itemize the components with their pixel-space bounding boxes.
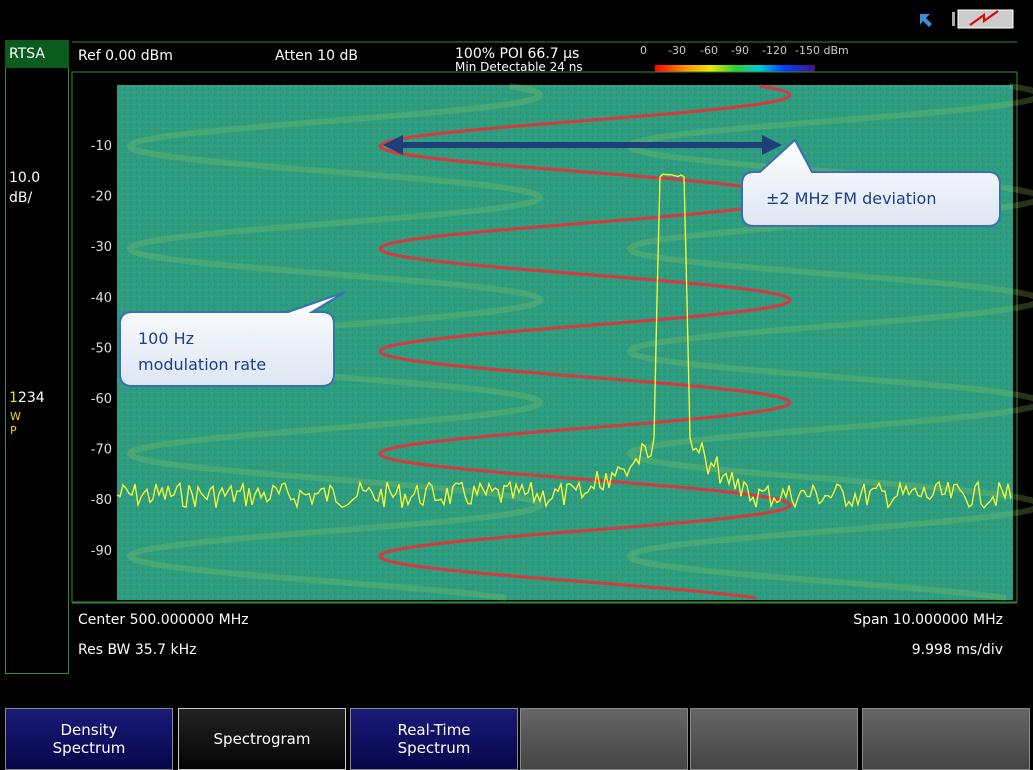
scale-unit: dB/: [9, 190, 33, 206]
softkey[interactable]: Real-Time Spectrum: [350, 708, 518, 770]
color-scale-label: -150 dBm: [795, 44, 849, 57]
center-freq: Center 500.000000 MHz: [78, 612, 249, 628]
mode-label: RTSA: [5, 40, 69, 68]
callout-text: ±2 MHz FM deviation: [766, 189, 936, 208]
y-label: -20: [91, 190, 112, 205]
softkey[interactable]: Density Spectrum: [5, 708, 173, 770]
trace-numbers: 1234: [9, 390, 45, 406]
detector: P: [10, 424, 17, 437]
callout-rate: 100 Hz modulation rate: [119, 291, 346, 387]
y-label: -40: [91, 291, 112, 306]
span: Span 10.000000 MHz: [853, 612, 1003, 628]
scale-value: 10.0: [9, 170, 41, 186]
battery-mark: [969, 10, 999, 26]
y-label: -30: [91, 240, 112, 255]
ref-level: Ref 0.00 dBm: [78, 48, 173, 64]
y-label: -70: [91, 443, 112, 458]
y-label: -60: [91, 392, 112, 407]
spectrum-trace: [116, 173, 1012, 510]
softkey[interactable]: [862, 708, 1030, 770]
callout-text: modulation rate: [138, 355, 266, 374]
res-bw: Res BW 35.7 kHz: [78, 642, 197, 658]
color-scale-label: -60: [700, 44, 718, 57]
softkey-label: Spectrum: [52, 739, 126, 757]
softkey[interactable]: [520, 708, 688, 770]
color-scale-label: -30: [668, 44, 686, 57]
y-label: -80: [91, 493, 112, 508]
battery-tip: [952, 12, 955, 26]
usb-icon: [920, 14, 932, 27]
color-scale-label: -120: [762, 44, 787, 57]
callout-text: 100 Hz: [138, 329, 194, 348]
y-label: -50: [91, 341, 112, 356]
softkey-label: Density: [60, 721, 118, 739]
trace-type: W: [10, 410, 21, 423]
fm-trace: [378, 84, 792, 600]
min-detectable: Min Detectable 24 ns: [455, 60, 583, 74]
softkey[interactable]: Spectrogram: [178, 708, 346, 770]
attenuation: Atten 10 dB: [275, 48, 359, 64]
deviation-arrow: [383, 135, 782, 155]
callout-deviation: ±2 MHz FM deviation: [741, 138, 1001, 227]
softkey-label: Spectrogram: [213, 730, 311, 748]
left-panel: [5, 40, 69, 674]
poi: 100% POI 66.7 µs: [455, 46, 580, 62]
color-scale-label: 0: [640, 44, 647, 57]
sweep-time: 9.998 ms/div: [911, 642, 1003, 658]
softkey[interactable]: [690, 708, 858, 770]
y-label: -90: [91, 544, 112, 559]
color-scale-label: -90: [731, 44, 749, 57]
softkey-label: Spectrum: [397, 739, 471, 757]
y-label: -10: [91, 139, 112, 154]
softkey-label: Real-Time: [397, 721, 471, 739]
